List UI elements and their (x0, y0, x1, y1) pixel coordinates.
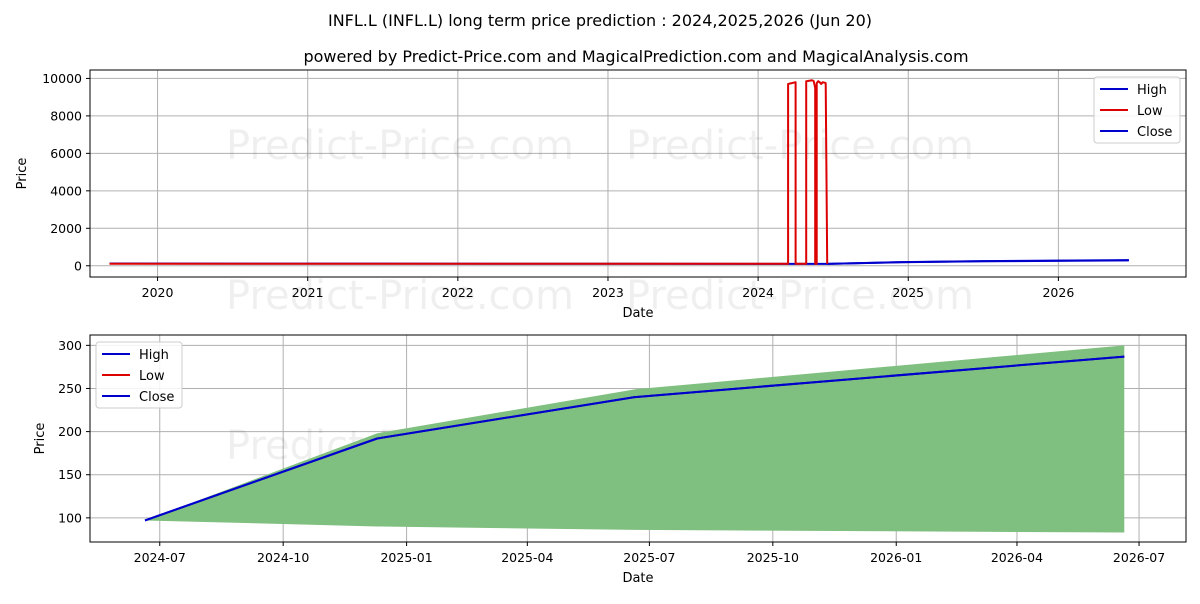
legend-label-close: Close (139, 390, 174, 405)
legend-label-high: High (1137, 83, 1167, 98)
axes-frame (89, 69, 1187, 278)
y-tick-label: 300 (58, 338, 82, 353)
chart-panel-1: Predict-Price.com Predict-Price.com Predic… (15, 69, 1187, 321)
y-axis-label: Price (33, 423, 48, 455)
series-line-close (144, 355, 1125, 522)
legend-label-close: Close (1137, 125, 1172, 140)
x-axis-label: Date (622, 306, 653, 321)
y-tick-label: 150 (58, 467, 82, 482)
watermark: Predict-Price.com (226, 273, 574, 319)
series-line-low (109, 79, 829, 265)
x-tick-label: 2025-04 (501, 550, 553, 565)
y-tick-label: 100 (58, 510, 82, 525)
plot-area (109, 79, 1129, 265)
y-tick-label: 2000 (50, 221, 82, 236)
x-tick-label: 2026-01 (870, 550, 922, 565)
legend-label-low: Low (139, 369, 165, 384)
chart-panel-2: Predict-Price.comPredict-Price.com2024-0… (33, 334, 1187, 586)
y-tick-label: 0 (74, 258, 82, 273)
x-tick-label: 2025-07 (623, 550, 675, 565)
legend: High Low Close (1093, 76, 1181, 144)
grid (90, 70, 1186, 277)
y-tick-label: 4000 (50, 183, 82, 198)
y-axis-label: Price (15, 158, 30, 190)
chart-title: INFL.L (INFL.L) long term price predicti… (328, 11, 872, 30)
x-tick-label: 2021 (292, 285, 324, 300)
x-axis-label: Date (622, 571, 653, 586)
x-tick-label: 2026 (1042, 285, 1074, 300)
legend-box (95, 341, 183, 409)
watermark: Predict-Price.com (626, 273, 974, 319)
series-line-close (827, 259, 1129, 265)
x-tick-label: 2020 (142, 285, 174, 300)
plot-area (144, 345, 1125, 533)
x-tick-label: 2025 (892, 285, 924, 300)
watermark: Predict-Price.com (226, 123, 574, 169)
x-tick-label: 2022 (442, 285, 474, 300)
x-tick-label: 2025-10 (747, 550, 799, 565)
legend-label-low: Low (1137, 104, 1163, 119)
watermark: Predict-Price.com (626, 123, 974, 169)
y-tick-label: 8000 (50, 108, 82, 123)
y-tick-label: 250 (58, 381, 82, 396)
x-tick-label: 2024 (742, 285, 774, 300)
y-tick-label: 10000 (42, 71, 82, 86)
x-tick-label: 2026-04 (991, 550, 1043, 565)
chart-subtitle: powered by Predict-Price.com and Magical… (303, 47, 968, 66)
y-tick-label: 200 (58, 424, 82, 439)
x-tick-label: 2023 (592, 285, 624, 300)
legend: High Low Close (95, 341, 183, 409)
legend-label-high: High (139, 348, 169, 363)
x-tick-label: 2025-01 (380, 550, 432, 565)
axes-frame (89, 334, 1187, 543)
x-tick-label: 2026-07 (1113, 550, 1165, 565)
legend-box (1093, 76, 1181, 144)
x-tick-label: 2024-07 (134, 550, 186, 565)
x-tick-label: 2024-10 (257, 550, 309, 565)
y-tick-label: 6000 (50, 146, 82, 161)
prediction-band (145, 345, 1125, 533)
